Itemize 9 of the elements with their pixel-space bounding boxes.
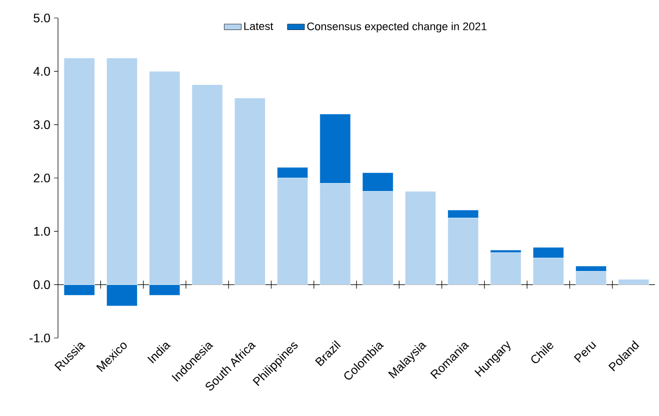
y-tick-label: 3.0 bbox=[34, 120, 50, 130]
legend-label: Latest bbox=[244, 22, 274, 30]
legend-label: Consensus expected change in 2021 bbox=[307, 22, 486, 32]
y-tick-label: 2.0 bbox=[34, 174, 50, 182]
y-tick-label: 1.0 bbox=[34, 226, 50, 236]
y-tick-label: 5.0 bbox=[34, 14, 50, 22]
y-tick-label: -1.0 bbox=[30, 334, 50, 342]
y-tick-label: 4.0 bbox=[33, 66, 50, 76]
y-tick-label: 0.0 bbox=[34, 280, 50, 290]
